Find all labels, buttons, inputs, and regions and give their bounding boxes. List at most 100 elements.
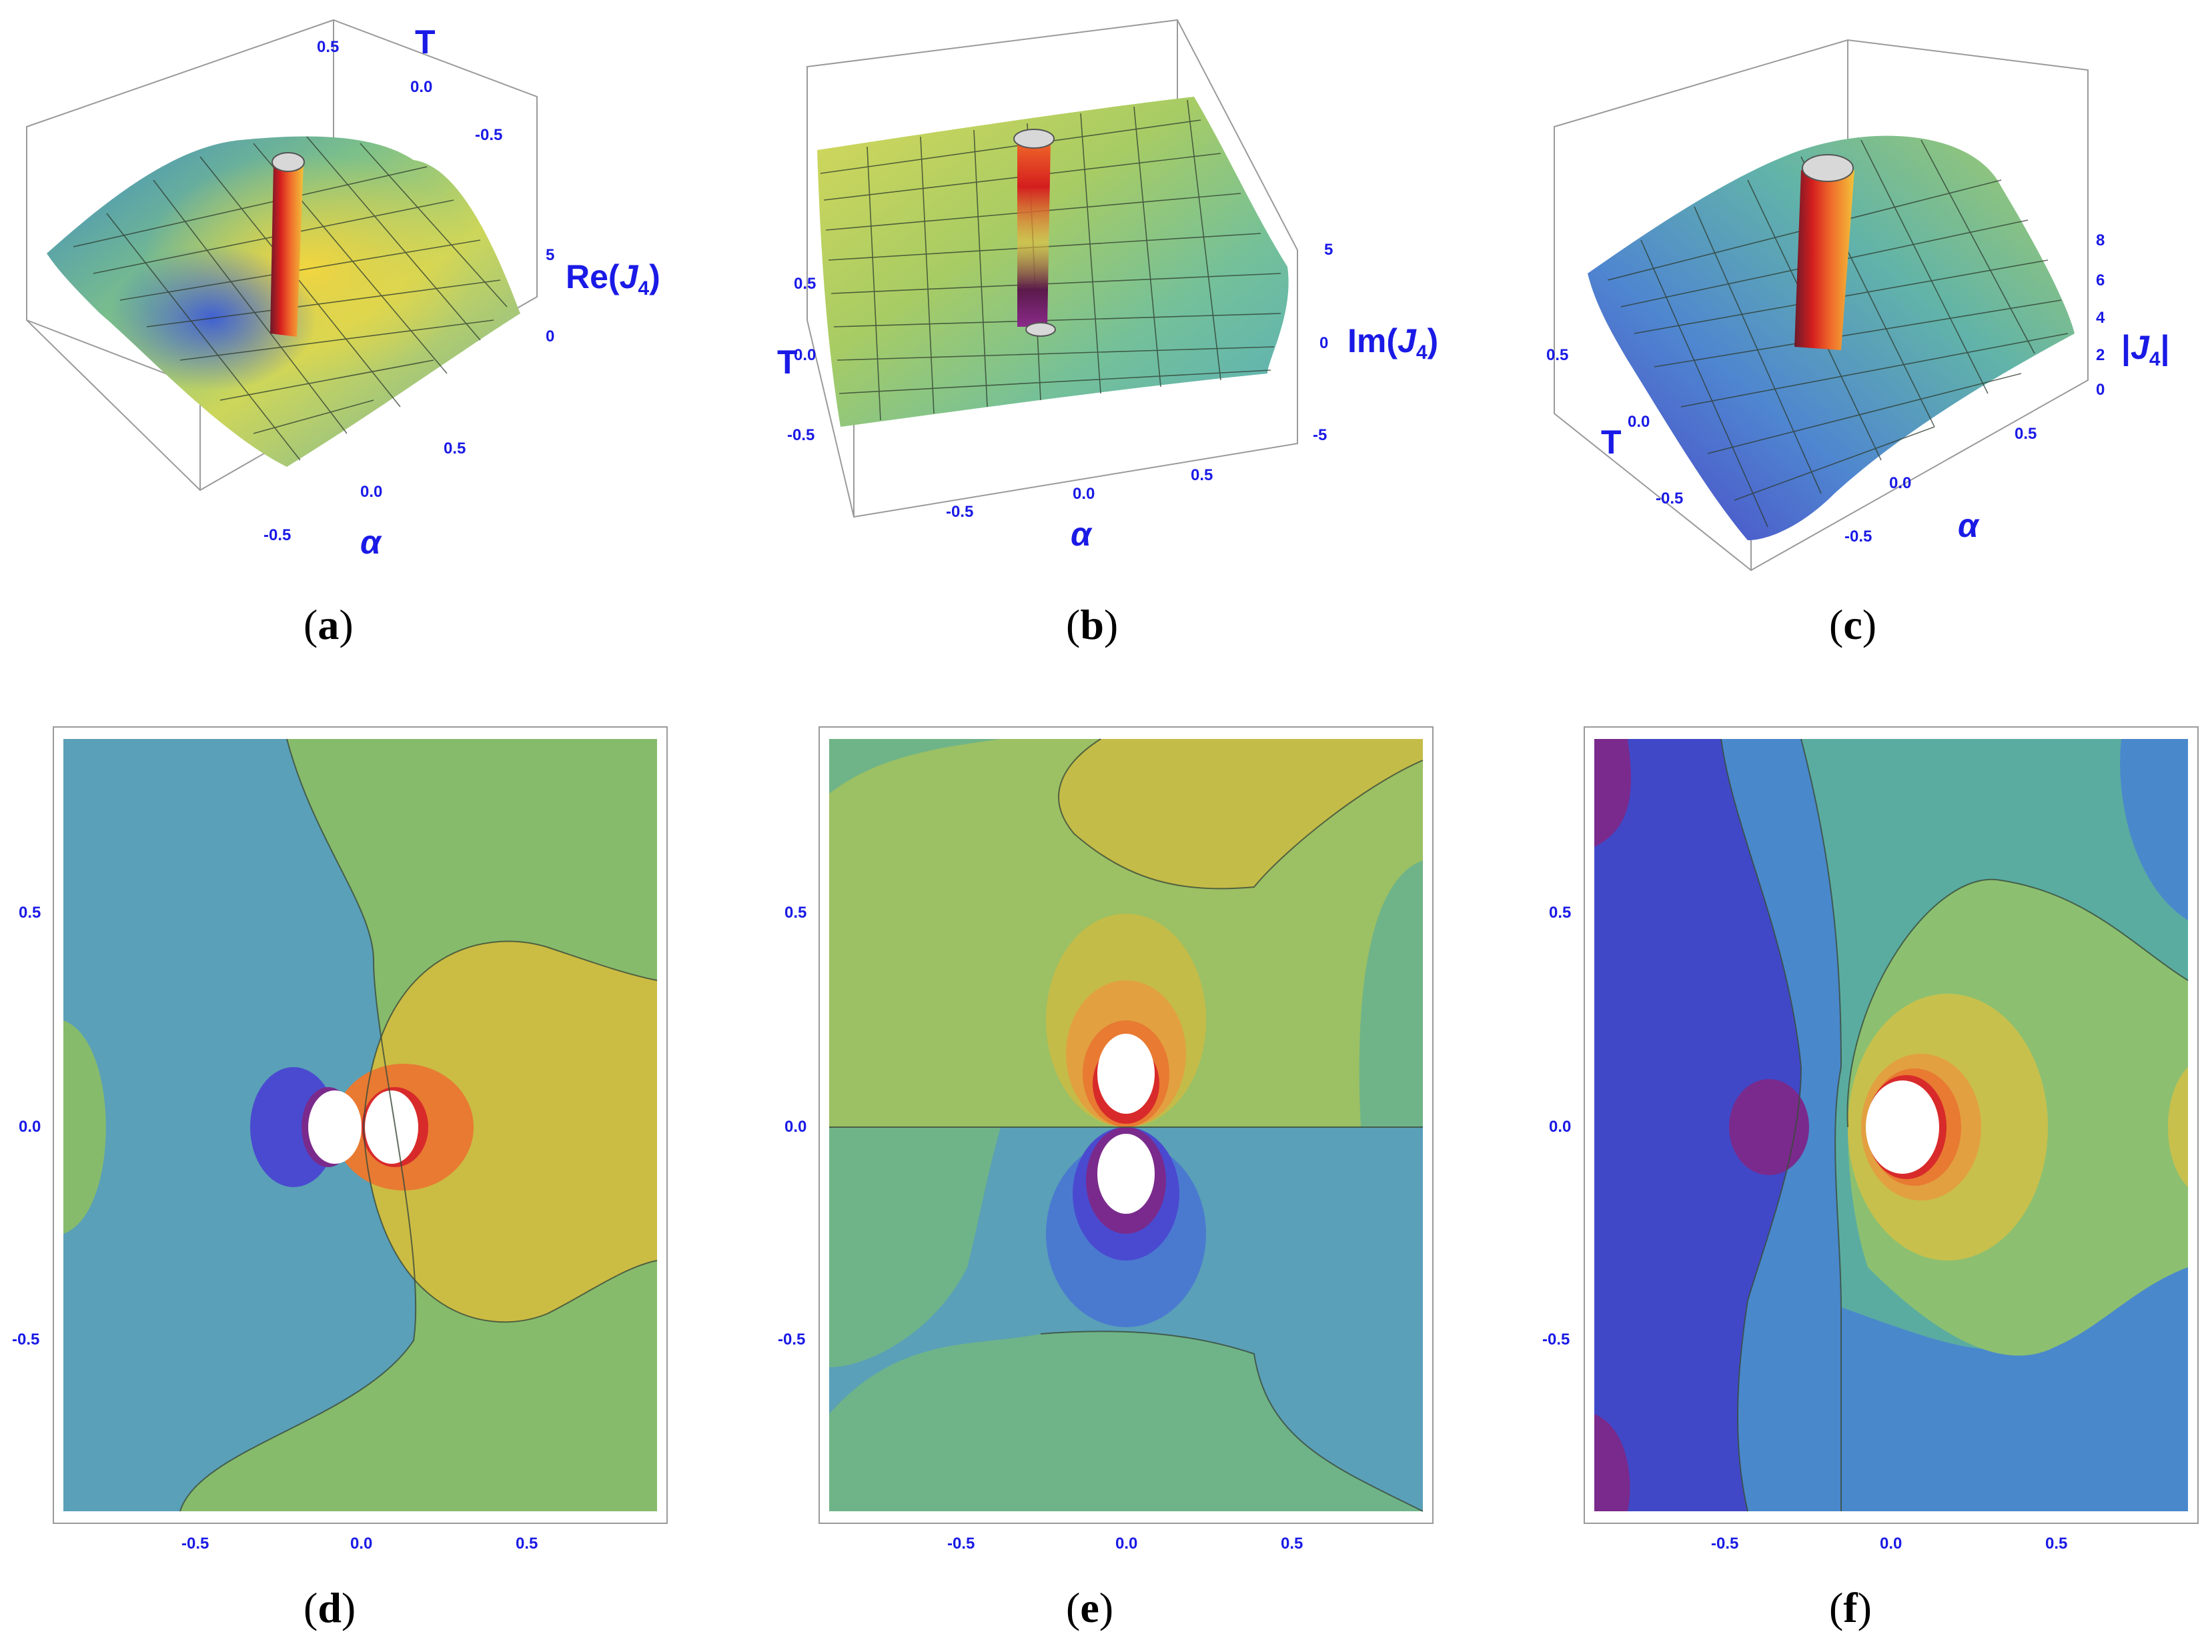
- panel-c: 8 6 4 2 0 |J4| 0.5 0.0 -0.5 T -0.5 0.0 0…: [1546, 39, 2170, 648]
- z-tick-a-1: 0: [546, 327, 554, 345]
- y-axis-d: 0.5 0.0 -0.5: [12, 904, 41, 1349]
- x-tick-f-1: 0.0: [1880, 1535, 1902, 1553]
- contour-f-band-11: [1729, 1079, 1809, 1175]
- z-tick-c-3: 2: [2096, 346, 2105, 364]
- z-label-b: Im(J4): [1347, 322, 1438, 363]
- y-axis-f: 0.5 0.0 -0.5: [1542, 904, 1571, 1349]
- y-tick-a-1: 0.0: [410, 78, 432, 96]
- y-axis-b: 0.5 0.0 -0.5 T: [777, 275, 816, 444]
- y-tick-a-2: -0.5: [475, 126, 502, 144]
- z-tick-c-0: 8: [2096, 231, 2105, 249]
- y-tick-d-0: 0.5: [19, 904, 41, 922]
- surface-c: [1588, 135, 2075, 541]
- contour-f-band-14: [2168, 1067, 2188, 1187]
- x-tick-d-1: 0.0: [350, 1535, 372, 1553]
- caption-c: (c): [1829, 601, 1876, 648]
- frame-d: [53, 726, 668, 1524]
- contour-d-pole-right: [365, 1090, 418, 1164]
- z-tick-b-1: 0: [1319, 334, 1328, 352]
- x-axis-f: -0.5 0.0 0.5: [1711, 1535, 2067, 1553]
- x-tick-b-1: 0.0: [1073, 485, 1095, 503]
- bounding-box-a: [26, 19, 538, 492]
- panel-f: 0.5 0.0 -0.5 -0.5 0.0 0.5 (f): [1542, 726, 2199, 1631]
- contour-f-band-1: [1594, 739, 1801, 1511]
- x-label-a: α: [360, 524, 382, 561]
- frame-f: [1584, 726, 2199, 1524]
- caption-d: (d): [304, 1584, 356, 1631]
- z-label-a: Re(J4): [566, 258, 660, 299]
- panel-b: 5 0 -5 Im(J4) 0.5 0.0 -0.5 T -0.5 0.0 0.…: [777, 19, 1438, 648]
- contour-e-band-8: [829, 1127, 1001, 1367]
- contour-f-band-4: [2120, 739, 2188, 920]
- y-tick-e-1: 0.0: [784, 1118, 806, 1136]
- y-tick-f-1: 0.0: [1549, 1118, 1571, 1136]
- z-axis-b: 5 0 -5 Im(J4): [1313, 241, 1438, 444]
- y-tick-f-2: -0.5: [1542, 1331, 1570, 1349]
- contour-d-band-2: [63, 1020, 106, 1234]
- y-tick-e-0: 0.5: [784, 904, 806, 922]
- z-tick-c-1: 6: [2096, 271, 2105, 289]
- x-tick-e-1: 0.0: [1115, 1535, 1137, 1553]
- y-tick-d-1: 0.0: [19, 1118, 41, 1136]
- contour-f-band-12: [1594, 739, 1631, 847]
- z-tick-b-0: 5: [1324, 241, 1333, 259]
- x-tick-c-0: -0.5: [1844, 528, 1872, 546]
- x-tick-b-2: 0.5: [1191, 466, 1213, 484]
- panel-a: 5 0 Re(J4) 0.5 0.0 -0.5 T -0.5 0.0 0.5 α…: [26, 19, 660, 648]
- x-axis-b: -0.5 0.0 0.5 α: [946, 466, 1213, 553]
- x-axis-c: -0.5 0.0 0.5 α: [1844, 425, 2037, 546]
- x-tick-c-2: 0.5: [2015, 425, 2037, 443]
- contour-f: [1594, 738, 2189, 1512]
- y-tick-c-0: 0.5: [1546, 346, 1568, 364]
- z-tick-b-2: -5: [1313, 426, 1327, 444]
- z-tick-c-4: 0: [2096, 381, 2105, 399]
- x-tick-e-0: -0.5: [947, 1535, 975, 1553]
- y-tick-a-0: 0.5: [317, 38, 339, 56]
- x-axis-d: -0.5 0.0 0.5: [181, 1535, 538, 1553]
- contour-f-pole: [1866, 1080, 1939, 1174]
- y-axis-a: 0.5 0.0 -0.5 T: [317, 23, 502, 144]
- y-tick-b-0: 0.5: [794, 275, 816, 293]
- caption-b: (b): [1066, 601, 1118, 648]
- z-label-c: |J4|: [2121, 329, 2170, 370]
- z-axis-a: 5 0 Re(J4): [546, 246, 660, 345]
- z-axis-c: 8 6 4 2 0 |J4|: [2096, 231, 2170, 399]
- x-tick-f-0: -0.5: [1711, 1535, 1738, 1553]
- panel-d: 0.5 0.0 -0.5 -0.5 0.0 0.5 (d): [12, 726, 668, 1631]
- surface-b: [817, 97, 1289, 427]
- contour-e: [829, 738, 1424, 1512]
- contour-d-band-3: [364, 941, 657, 1323]
- x-tick-c-1: 0.0: [1889, 474, 1911, 492]
- z-tick-c-2: 4: [2096, 309, 2105, 327]
- x-tick-a-2: 0.5: [444, 440, 466, 458]
- x-tick-d-0: -0.5: [181, 1535, 209, 1553]
- panel-e: 0.5 0.0 -0.5 -0.5 0.0 0.5 (e): [778, 726, 1434, 1631]
- y-tick-b-2: -0.5: [787, 426, 814, 444]
- y-tick-c-2: -0.5: [1656, 490, 1683, 508]
- x-axis-e: -0.5 0.0 0.5: [947, 1535, 1303, 1553]
- caption-a: (a): [304, 601, 354, 648]
- caption-f: (f): [1829, 1584, 1872, 1631]
- x-tick-e-2: 0.5: [1281, 1535, 1303, 1553]
- y-tick-b-1: 0.0: [794, 346, 816, 364]
- x-tick-a-0: -0.5: [263, 526, 291, 544]
- surface-a: [47, 136, 520, 467]
- contour-e-band-2: [1059, 739, 1423, 889]
- y-tick-d-2: -0.5: [12, 1331, 39, 1349]
- y-tick-f-0: 0.5: [1549, 904, 1571, 922]
- contour-f-band-13: [1594, 1414, 1630, 1511]
- x-label-b: α: [1071, 516, 1093, 553]
- contour-d-pole-left: [308, 1090, 362, 1164]
- x-tick-a-1: 0.0: [360, 483, 382, 501]
- caption-e: (e): [1066, 1584, 1113, 1631]
- contour-d: [63, 738, 658, 1512]
- y-axis-e: 0.5 0.0 -0.5: [778, 904, 806, 1349]
- contour-f-band-5: [2121, 1327, 2188, 1511]
- y-tick-e-2: -0.5: [778, 1331, 805, 1349]
- contour-e-pole-bottom: [1097, 1134, 1155, 1214]
- y-label-c: T: [1601, 424, 1622, 461]
- y-label-a: T: [415, 23, 436, 61]
- x-axis-a: -0.5 0.0 0.5 α: [263, 440, 466, 561]
- contour-e-pole-top: [1097, 1034, 1155, 1114]
